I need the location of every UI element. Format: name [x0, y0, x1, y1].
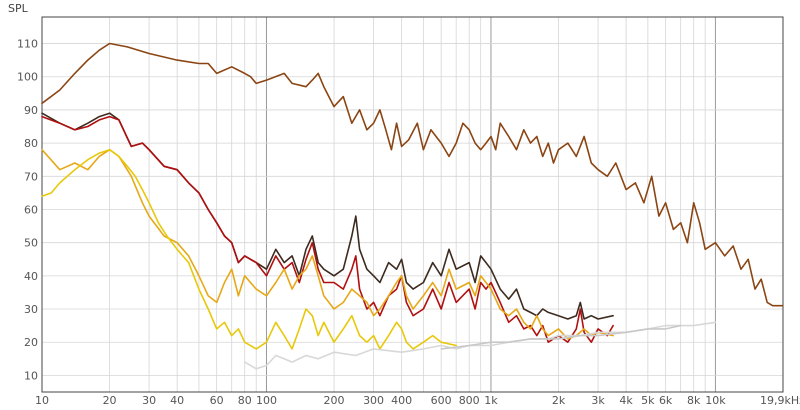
- x-tick-label: 5k: [641, 394, 655, 407]
- y-tick-label: 10: [24, 369, 38, 382]
- x-tick-label: 1k: [484, 394, 498, 407]
- x-tick-label: 60: [210, 394, 224, 407]
- y-tick-label: 60: [24, 203, 38, 216]
- y-tick-label: 110: [17, 38, 38, 51]
- x-tick-label: 8k: [687, 394, 701, 407]
- y-tick-label: 100: [17, 71, 38, 84]
- y-tick-label: 70: [24, 170, 38, 183]
- x-tick-label: 4k: [619, 394, 633, 407]
- y-axis-label: SPL: [8, 2, 29, 15]
- series-line-2: [41, 112, 614, 320]
- x-tick-label: 80: [238, 394, 252, 407]
- x-tick-label: 40: [170, 394, 184, 407]
- x-tick-label: 400: [391, 394, 412, 407]
- x-tick-label: 19,9kHz: [760, 394, 800, 407]
- series-line-7: [440, 324, 682, 350]
- series-group: [41, 42, 784, 370]
- x-tick-label: 10: [35, 394, 49, 407]
- chart-grid: [41, 17, 784, 392]
- x-tick-label: 600: [431, 394, 452, 407]
- y-tick-labels: 10 20 30 40 50 60 70 80 90 100 110: [17, 38, 38, 383]
- x-tick-label: 800: [459, 394, 480, 407]
- series-line-1: [41, 42, 784, 307]
- x-tick-label: 300: [363, 394, 384, 407]
- y-tick-label: 30: [24, 303, 38, 316]
- x-tick-label: 30: [142, 394, 156, 407]
- x-tick-label: 200: [324, 394, 345, 407]
- x-tick-label: 10k: [705, 394, 726, 407]
- y-tick-label: 20: [24, 336, 38, 349]
- x-tick-labels: 10 20 30 40 60 80 100 200 300 400 600 800 1k 2k 3k 4k 5k…: [35, 394, 800, 407]
- plot-frame: [41, 16, 784, 393]
- series-line-4: [41, 148, 614, 340]
- series-line-5: [41, 148, 457, 350]
- y-tick-label: 50: [24, 237, 38, 250]
- x-tick-label: 2k: [552, 394, 566, 407]
- x-tick-label: 20: [103, 394, 117, 407]
- y-tick-label: 40: [24, 270, 38, 283]
- x-tick-label: 3k: [591, 394, 605, 407]
- y-tick-label: 90: [24, 104, 38, 117]
- x-tick-label: 6k: [659, 394, 673, 407]
- series-line-3: [41, 115, 614, 343]
- x-tick-label: 100: [256, 394, 277, 407]
- y-tick-label: 80: [24, 137, 38, 150]
